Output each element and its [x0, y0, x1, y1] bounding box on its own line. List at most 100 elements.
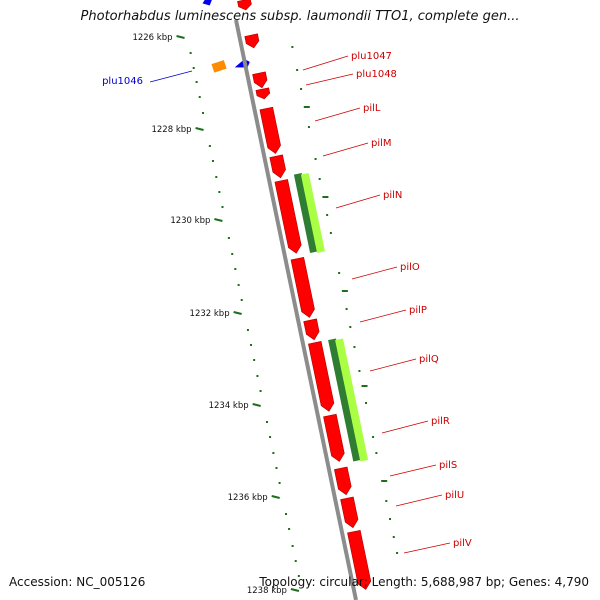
minor-tick [259, 390, 262, 392]
gene-arrow-partial [237, 0, 252, 11]
minor-tick [291, 545, 294, 547]
tick-mark [271, 495, 280, 499]
tick-mark [290, 588, 300, 592]
gene-label-pilM[interactable]: pilM [371, 138, 392, 149]
minor-tick [353, 346, 356, 348]
minor-tick [329, 232, 332, 234]
minor-tick [291, 46, 294, 48]
minor-tick [265, 421, 268, 423]
rrna-band-2-light [335, 338, 369, 462]
gene-label-pilS[interactable]: pilS [439, 460, 457, 471]
minor-tick [318, 178, 321, 180]
tick-label: 1238 kbp [247, 586, 287, 596]
gene-label-pilL[interactable]: pilL [363, 103, 381, 114]
minor-tick [396, 552, 399, 554]
minor-tick [198, 96, 201, 98]
gene-arrow-pilP [303, 318, 320, 341]
gene-label-pilU[interactable]: pilU [445, 490, 464, 501]
minor-tick [297, 575, 300, 577]
minor-tick [285, 513, 288, 515]
leader-line-pilN [335, 194, 381, 209]
minor-tick [215, 176, 218, 178]
accession-text: Accession: NC_005126 [9, 575, 146, 589]
leader-line-plu1048 [305, 73, 354, 86]
leader-line-pilL [314, 107, 361, 122]
minor-tick [250, 344, 253, 346]
genome-backbone [234, 19, 358, 600]
gene-arrow-pilV [347, 529, 372, 590]
leader-line-pilP [359, 309, 407, 323]
minor-tick [192, 67, 195, 69]
minor-tick [372, 436, 375, 438]
gene-arrow-plu1047 [244, 33, 260, 49]
minor-tick [278, 482, 281, 484]
gene-label-pilR[interactable]: pilR [431, 416, 450, 427]
minor-tick [296, 69, 299, 71]
minor-tick [365, 402, 368, 404]
minor-tick [237, 284, 240, 286]
gene-arrow-pilO [290, 256, 315, 318]
gene-label-pilP[interactable]: pilP [409, 305, 427, 316]
minor-tick [195, 81, 198, 83]
gene-arrow-pilR [323, 413, 345, 462]
gene-label-pilO[interactable]: pilO [400, 262, 420, 273]
tick-mark [233, 311, 242, 315]
minor-tick [189, 52, 192, 54]
gene-label-plu1046[interactable]: plu1046 [102, 76, 143, 87]
minor-tick [322, 196, 329, 198]
rrna-band-1-light [300, 173, 325, 253]
genome-summary: Topology: circular; Length: 5,688,987 bp… [259, 575, 589, 589]
leader-line-plu1047 [302, 55, 349, 71]
tick-mark [252, 403, 261, 407]
minor-tick [341, 290, 348, 292]
gene-arrow-pilU [340, 496, 359, 529]
minor-tick [375, 452, 378, 454]
tick-track: 1226 kbp 1228 kbp 1230 kbp 1232 kbp 1234 kbp… [132, 33, 399, 596]
gene-label-plu1048[interactable]: plu1048 [356, 69, 397, 80]
gene-labels: plu1046 plu1047 plu1048 pilL pilM pilN pilO pil… [102, 51, 472, 554]
leader-line-plu1046 [149, 70, 193, 83]
minor-tick [202, 112, 205, 114]
rrna-band-2-dark [328, 338, 362, 462]
minor-tick [389, 518, 392, 520]
minor-tick [275, 467, 278, 469]
tick-label: 1234 kbp [209, 401, 249, 411]
gene-label-plu1047[interactable]: plu1047 [351, 51, 392, 62]
gene-label-pilN[interactable]: pilN [383, 190, 402, 201]
leader-line-pilS [389, 464, 437, 477]
minor-tick [269, 436, 272, 438]
minor-tick [227, 237, 230, 239]
gene-label-pilQ[interactable]: pilQ [419, 354, 439, 365]
gene-arrow-pilL [259, 106, 281, 154]
minor-tick [338, 272, 341, 274]
tick-mark [195, 127, 204, 131]
minor-tick [314, 158, 317, 160]
tick-label: 1228 kbp [151, 125, 191, 135]
gene-arrow-pilS [334, 466, 352, 496]
gene-track [202, 0, 372, 590]
gene-arrow-pilQ [308, 341, 335, 412]
gene-arrow-partial-reverse-reverse [202, 0, 212, 6]
tick-label: 1236 kbp [228, 493, 268, 503]
rrna-band-1-dark [293, 173, 318, 253]
minor-tick [221, 206, 224, 208]
rrna-track [293, 173, 369, 462]
gene-label-pilV[interactable]: pilV [453, 538, 472, 549]
tick-label: 1232 kbp [190, 309, 230, 319]
gene-box-plu1046 [211, 60, 227, 73]
minor-tick [240, 299, 243, 301]
minor-tick [300, 88, 303, 90]
gene-arrow-pilM [269, 154, 286, 179]
minor-tick [345, 308, 348, 310]
minor-tick [326, 214, 329, 216]
minor-tick [231, 253, 234, 255]
gene-arrow-plu1048b [255, 87, 271, 100]
minor-tick [294, 560, 297, 562]
leader-line-pilR [381, 420, 429, 434]
tick-label: 1230 kbp [170, 216, 210, 226]
minor-tick [288, 528, 291, 530]
minor-tick [307, 126, 310, 128]
leader-line-pilV [403, 542, 451, 554]
minor-tick [218, 191, 221, 193]
minor-tick [385, 500, 388, 502]
